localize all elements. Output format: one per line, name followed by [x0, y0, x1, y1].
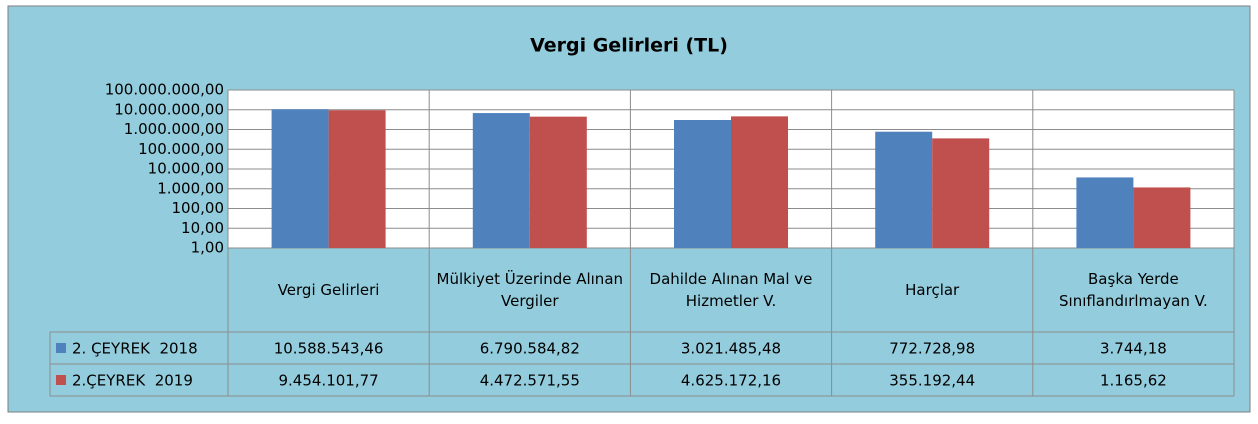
- y-tick-label: 100.000.000,00: [105, 81, 224, 99]
- table-value: 4.625.172,16: [681, 372, 781, 390]
- table-value: 355.192,44: [889, 372, 975, 390]
- table-value: 10.588.543,46: [274, 340, 384, 358]
- bar: [529, 116, 587, 249]
- y-tick-label: 100,00: [172, 199, 225, 217]
- table-value: 6.790.584,82: [480, 340, 580, 358]
- category-label: Vergi Gelirleri: [277, 281, 380, 299]
- category-label: Başka Yerde Sınıflandırlmayan V.: [1059, 270, 1208, 310]
- table-value: 4.472.571,55: [480, 372, 580, 390]
- table-value: 9.454.101,77: [278, 372, 378, 390]
- category-label: Dahilde Alınan Mal ve Hizmetler V.: [649, 270, 813, 310]
- y-tick-label: 1.000.000,00: [124, 120, 224, 138]
- bar: [674, 120, 731, 248]
- bar: [875, 131, 933, 248]
- category-label: Başka Yerde Sınıflandırlmayan V.: [1059, 270, 1208, 310]
- bar: [271, 109, 329, 248]
- legend-swatch: [56, 375, 66, 385]
- category-label: Vergi Gelirleri: [277, 281, 380, 299]
- bar: [1133, 187, 1191, 248]
- y-tick-label: 10.000.000,00: [114, 100, 224, 118]
- category-label: Dahilde Alınan Mal ve Hizmetler V.: [649, 270, 813, 310]
- category-label: Harçlar: [905, 281, 960, 299]
- y-tick-label: 100.000,00: [138, 140, 224, 158]
- category-label: Mülkiyet Üzerinde Alınan Vergiler: [436, 270, 624, 310]
- legend-label: 2.ÇEYREK 2019: [72, 372, 193, 390]
- bar: [472, 113, 530, 249]
- legend-swatch: [56, 343, 66, 353]
- y-tick-label: 10,00: [181, 219, 224, 237]
- y-tick-label: 10.000,00: [148, 160, 224, 178]
- bar: [1076, 177, 1134, 248]
- chart-title: Vergi Gelirleri (TL): [530, 35, 728, 57]
- table-value: 3.744,18: [1100, 340, 1167, 358]
- category-label: Mülkiyet Üzerinde Alınan Vergiler: [436, 270, 624, 310]
- table-value: 1.165,62: [1100, 372, 1167, 390]
- bar: [731, 116, 788, 248]
- legend-label: 2. ÇEYREK 2018: [72, 340, 198, 358]
- table-value: 3.021.485,48: [681, 340, 781, 358]
- bar: [932, 138, 990, 248]
- bar: [328, 110, 386, 248]
- table-value: 772.728,98: [889, 340, 975, 358]
- y-tick-label: 1.000,00: [157, 179, 224, 197]
- y-tick-label: 1,00: [191, 239, 224, 257]
- category-label: Harçlar: [905, 281, 960, 299]
